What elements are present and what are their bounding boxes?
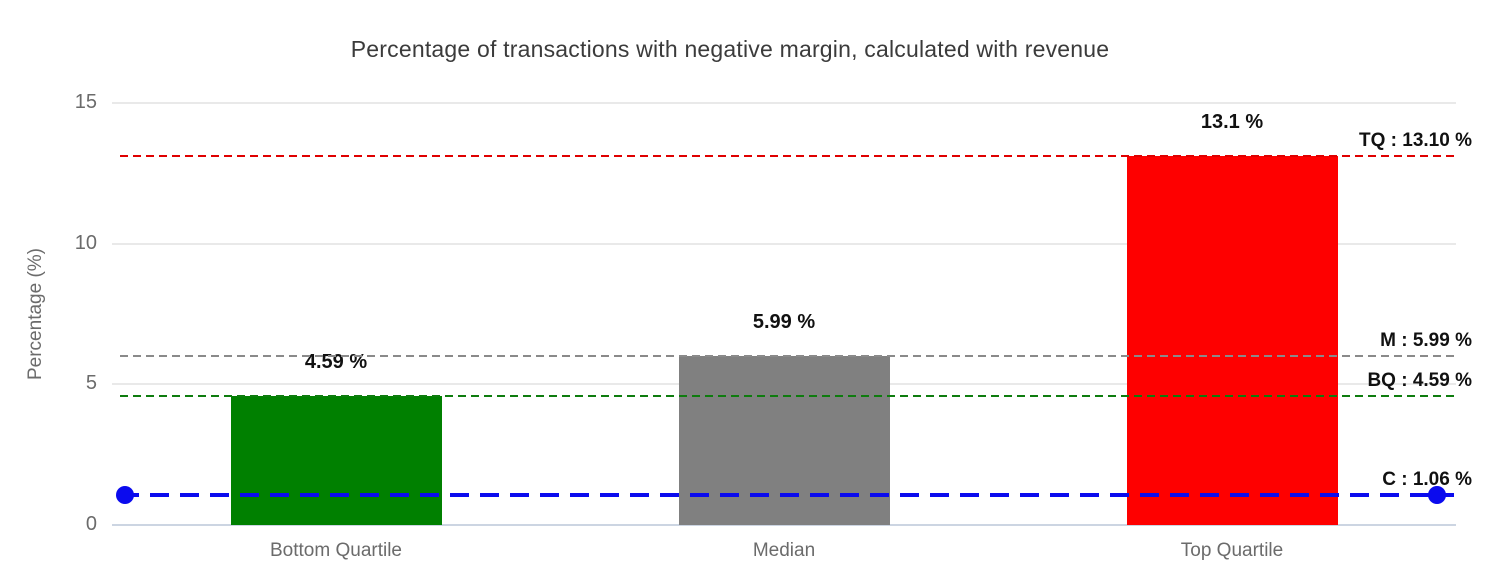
- ref-line-c-left-dot: [116, 486, 134, 505]
- ref-label-tq: TQ : 13.10 %: [1359, 130, 1472, 152]
- x-category-label: Median: [752, 540, 816, 561]
- bar-top-quartile: [1126, 156, 1338, 525]
- chart-title: Percentage of transactions with negative…: [350, 36, 1110, 62]
- bar-value-label: 5.99 %: [752, 311, 816, 334]
- x-axis-labels: Bottom Quartile Median Top Quartile: [112, 540, 1456, 566]
- y-axis-title: Percentage (%): [25, 247, 46, 381]
- gridline-10: [112, 242, 1456, 245]
- ref-label-m: M : 5.99 %: [1380, 330, 1472, 352]
- bar-bottom-quartile: [230, 395, 442, 525]
- ref-line-tq: [120, 155, 1454, 158]
- plot-area: 4.59 % 5.99 % 13.1 % TQ : 13.10 % M : 5.99 %…: [112, 102, 1472, 526]
- ref-line-c-right-dot: [1428, 486, 1446, 505]
- ref-line-m: [120, 355, 1454, 358]
- ref-label-c: C : 1.06 %: [1382, 469, 1472, 491]
- ref-line-bq: [120, 394, 1454, 397]
- gridline-0: [112, 524, 1456, 526]
- x-category-label: Bottom Quartile: [270, 540, 402, 561]
- bar-median: [678, 356, 890, 525]
- gridline-15: [112, 102, 1456, 104]
- y-tick-label-5: 5: [85, 372, 97, 395]
- ref-label-bq: BQ : 4.59 %: [1367, 369, 1472, 391]
- y-tick-label-10: 10: [74, 231, 97, 254]
- bar-value-label: 13.1 %: [1200, 111, 1264, 134]
- ref-line-c: [120, 493, 1454, 498]
- y-tick-label-0: 0: [85, 513, 97, 535]
- x-category-label: Top Quartile: [1180, 540, 1284, 561]
- bar-value-label: 4.59 %: [304, 350, 368, 373]
- y-tick-label-15: 15: [74, 91, 97, 113]
